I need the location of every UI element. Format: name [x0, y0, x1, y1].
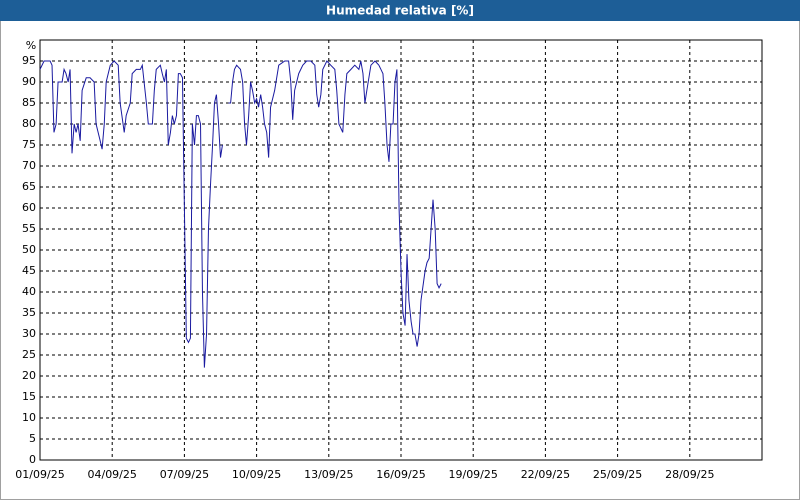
x-tick-label: 10/09/25: [232, 468, 281, 481]
x-tick-label: 22/09/25: [521, 468, 570, 481]
y-tick-label: 20: [22, 369, 36, 382]
x-tick-label: 19/09/25: [448, 468, 497, 481]
x-tick-label: 16/09/25: [376, 468, 425, 481]
x-tick-label: 01/09/25: [15, 468, 64, 481]
y-tick-label: 80: [22, 117, 36, 130]
y-tick-label: 95: [22, 54, 36, 67]
y-tick-label: 60: [22, 201, 36, 214]
y-tick-label: 45: [22, 264, 36, 277]
y-tick-label: 70: [22, 159, 36, 172]
x-tick-label: 04/09/25: [87, 468, 136, 481]
y-tick-label: 85: [22, 96, 36, 109]
x-tick-label: 28/09/25: [665, 468, 714, 481]
y-tick-label: 65: [22, 180, 36, 193]
y-tick-label: 55: [22, 222, 36, 235]
y-tick-label: 0: [29, 453, 36, 466]
y-tick-label: 25: [22, 348, 36, 361]
x-tick-label: 13/09/25: [304, 468, 353, 481]
x-tick-label: 25/09/25: [593, 468, 642, 481]
y-tick-label: 35: [22, 306, 36, 319]
y-tick-label: 50: [22, 243, 36, 256]
y-tick-label: 75: [22, 138, 36, 151]
y-axis-label: %: [26, 39, 36, 52]
y-tick-label: 5: [29, 432, 36, 445]
y-tick-label: 15: [22, 390, 36, 403]
y-tick-label: 30: [22, 327, 36, 340]
y-tick-label: 90: [22, 75, 36, 88]
x-tick-label: 07/09/25: [160, 468, 209, 481]
title-bar: [0, 0, 800, 21]
data-line: [39, 60, 442, 368]
plot-frame: [39, 39, 763, 461]
y-tick-label: 40: [22, 285, 36, 298]
y-tick-label: 10: [22, 411, 36, 424]
chart-title: Humedad relativa [%]: [326, 4, 474, 18]
